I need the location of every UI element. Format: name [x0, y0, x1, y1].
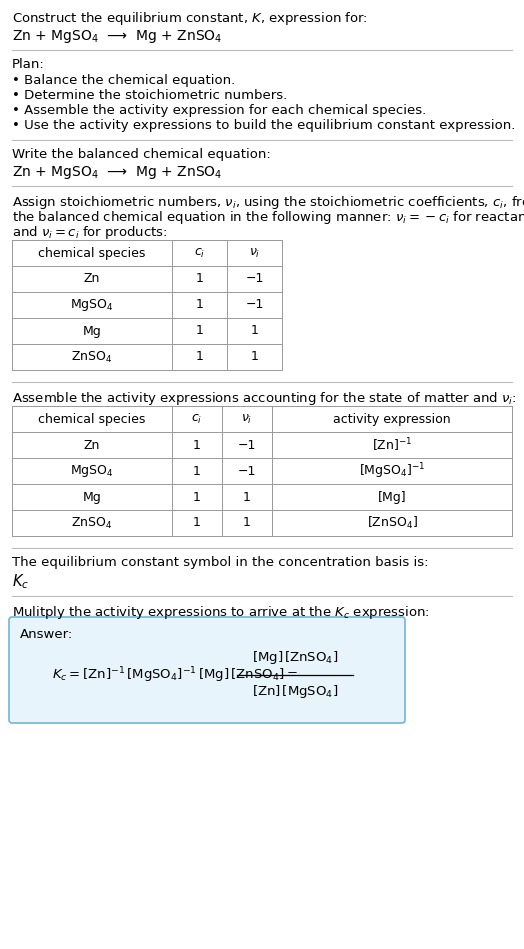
- Text: 1: 1: [250, 325, 258, 338]
- Text: −1: −1: [245, 299, 264, 311]
- FancyBboxPatch shape: [9, 617, 405, 723]
- Text: The equilibrium constant symbol in the concentration basis is:: The equilibrium constant symbol in the c…: [12, 556, 429, 569]
- Text: 1: 1: [193, 438, 201, 452]
- Text: Mg: Mg: [83, 491, 101, 504]
- Text: $K_c = [\mathrm{Zn}]^{-1}\,[\mathrm{MgSO_4}]^{-1}\,[\mathrm{Mg}]\,[\mathrm{ZnSO_: $K_c = [\mathrm{Zn}]^{-1}\,[\mathrm{MgSO…: [52, 665, 298, 685]
- Text: • Determine the stoichiometric numbers.: • Determine the stoichiometric numbers.: [12, 89, 287, 102]
- Text: Assign stoichiometric numbers, $\nu_i$, using the stoichiometric coefficients, $: Assign stoichiometric numbers, $\nu_i$, …: [12, 194, 524, 211]
- Text: chemical species: chemical species: [38, 413, 146, 425]
- Text: Zn: Zn: [84, 272, 100, 286]
- Text: [Zn]$^{-1}$: [Zn]$^{-1}$: [372, 437, 412, 454]
- Text: Zn + MgSO$_4$  ⟶  Mg + ZnSO$_4$: Zn + MgSO$_4$ ⟶ Mg + ZnSO$_4$: [12, 28, 223, 45]
- Text: 1: 1: [195, 350, 203, 363]
- Text: −1: −1: [245, 272, 264, 286]
- Text: −1: −1: [238, 464, 256, 477]
- Text: 1: 1: [193, 464, 201, 477]
- Text: $\nu_i$: $\nu_i$: [242, 413, 253, 425]
- Text: Zn + MgSO$_4$  ⟶  Mg + ZnSO$_4$: Zn + MgSO$_4$ ⟶ Mg + ZnSO$_4$: [12, 164, 223, 181]
- Text: Answer:: Answer:: [20, 628, 73, 641]
- Text: $K_c$: $K_c$: [12, 572, 29, 590]
- Text: [Mg]: [Mg]: [378, 491, 406, 504]
- Text: the balanced chemical equation in the following manner: $\nu_i = -c_i$ for react: the balanced chemical equation in the fo…: [12, 209, 524, 226]
- Text: 1: 1: [195, 299, 203, 311]
- Text: ZnSO$_4$: ZnSO$_4$: [71, 515, 113, 530]
- Text: $c_i$: $c_i$: [191, 413, 203, 425]
- Text: 1: 1: [243, 516, 251, 530]
- Text: MgSO$_4$: MgSO$_4$: [70, 297, 114, 313]
- Text: • Use the activity expressions to build the equilibrium constant expression.: • Use the activity expressions to build …: [12, 119, 516, 132]
- Text: −1: −1: [238, 438, 256, 452]
- Text: 1: 1: [193, 491, 201, 504]
- Text: 1: 1: [243, 491, 251, 504]
- Text: • Assemble the activity expression for each chemical species.: • Assemble the activity expression for e…: [12, 104, 426, 117]
- Text: 1: 1: [195, 272, 203, 286]
- Text: Mulitply the activity expressions to arrive at the $K_c$ expression:: Mulitply the activity expressions to arr…: [12, 604, 430, 621]
- Text: $[\mathrm{Zn}]\,[\mathrm{MgSO_4}]$: $[\mathrm{Zn}]\,[\mathrm{MgSO_4}]$: [252, 683, 338, 700]
- Text: 1: 1: [250, 350, 258, 363]
- Text: 1: 1: [193, 516, 201, 530]
- Text: $c_i$: $c_i$: [194, 247, 205, 259]
- Text: and $\nu_i = c_i$ for products:: and $\nu_i = c_i$ for products:: [12, 224, 168, 241]
- Text: Write the balanced chemical equation:: Write the balanced chemical equation:: [12, 148, 271, 161]
- Text: Assemble the activity expressions accounting for the state of matter and $\nu_i$: Assemble the activity expressions accoun…: [12, 390, 517, 407]
- Text: activity expression: activity expression: [333, 413, 451, 425]
- Text: • Balance the chemical equation.: • Balance the chemical equation.: [12, 74, 235, 87]
- Text: 1: 1: [195, 325, 203, 338]
- Text: $[\mathrm{Mg}]\,[\mathrm{ZnSO_4}]$: $[\mathrm{Mg}]\,[\mathrm{ZnSO_4}]$: [252, 649, 338, 666]
- Text: MgSO$_4$: MgSO$_4$: [70, 463, 114, 479]
- Text: Zn: Zn: [84, 438, 100, 452]
- Text: chemical species: chemical species: [38, 247, 146, 259]
- Text: Construct the equilibrium constant, $K$, expression for:: Construct the equilibrium constant, $K$,…: [12, 10, 368, 27]
- Text: [MgSO$_4$]$^{-1}$: [MgSO$_4$]$^{-1}$: [359, 461, 425, 481]
- Text: Plan:: Plan:: [12, 58, 45, 71]
- Text: Mg: Mg: [83, 325, 101, 338]
- Text: [ZnSO$_4$]: [ZnSO$_4$]: [366, 515, 418, 531]
- Text: ZnSO$_4$: ZnSO$_4$: [71, 349, 113, 364]
- Text: $\nu_i$: $\nu_i$: [249, 247, 260, 259]
